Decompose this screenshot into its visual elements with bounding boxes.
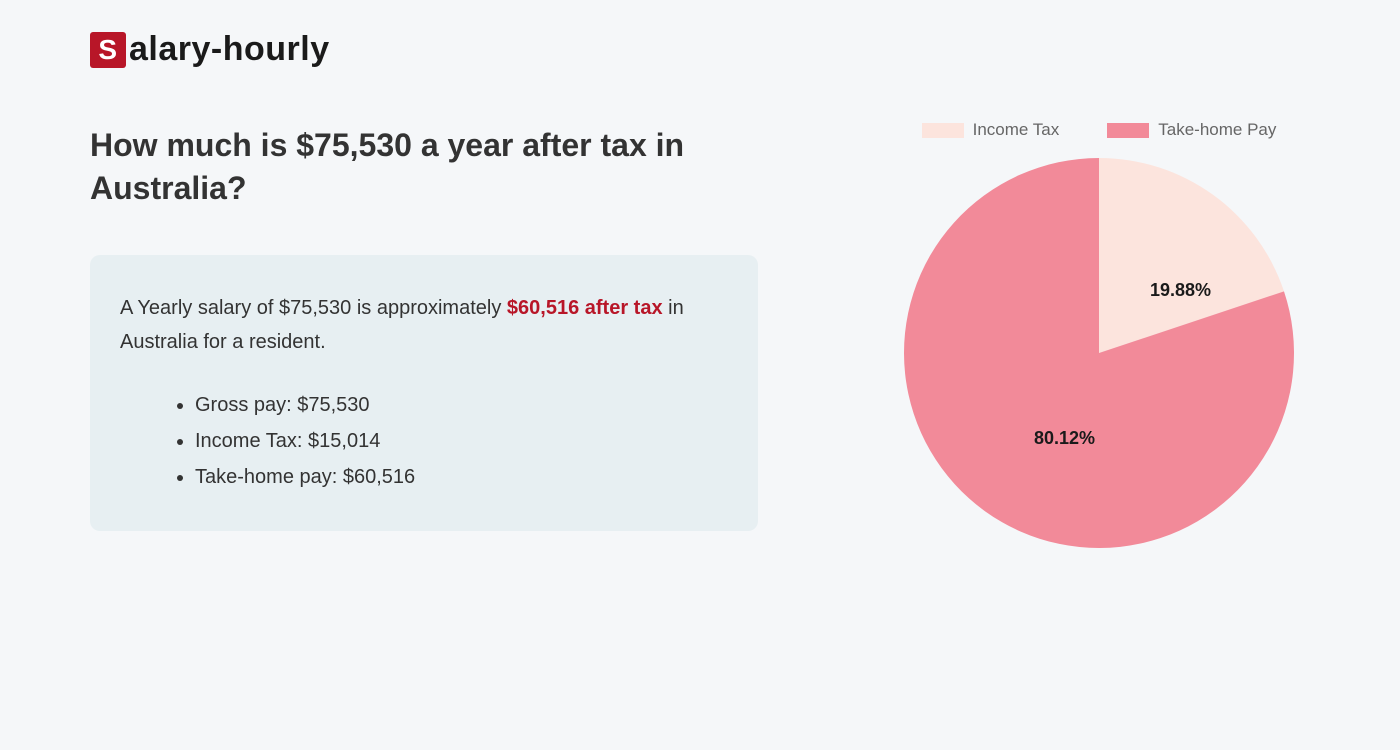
pie-label-takehome: 80.12%	[1034, 428, 1095, 449]
legend-item-tax: Income Tax	[922, 120, 1060, 140]
legend-swatch-takehome	[1107, 123, 1149, 138]
bullet-gross: Gross pay: $75,530	[195, 387, 728, 423]
logo-s-icon: S	[90, 32, 126, 68]
page-container: Salary-hourly How much is $75,530 a year…	[0, 0, 1400, 750]
chart-legend: Income Tax Take-home Pay	[922, 120, 1277, 140]
summary-highlight: $60,516 after tax	[507, 297, 663, 319]
legend-swatch-tax	[922, 123, 964, 138]
pie-label-tax: 19.88%	[1150, 280, 1211, 301]
pie-chart: 19.88% 80.12%	[904, 158, 1294, 548]
summary-box: A Yearly salary of $75,530 is approximat…	[90, 255, 758, 531]
legend-label-tax: Income Tax	[973, 120, 1060, 140]
page-title: How much is $75,530 a year after tax in …	[90, 124, 758, 210]
pie-chart-svg	[904, 158, 1294, 548]
summary-prefix: A Yearly salary of $75,530 is approximat…	[120, 297, 507, 319]
legend-item-takehome: Take-home Pay	[1107, 120, 1276, 140]
left-section: Salary-hourly How much is $75,530 a year…	[0, 30, 798, 750]
legend-label-takehome: Take-home Pay	[1158, 120, 1276, 140]
summary-text: A Yearly salary of $75,530 is approximat…	[120, 291, 728, 359]
logo-text: alary-hourly	[129, 30, 330, 69]
bullet-list: Gross pay: $75,530 Income Tax: $15,014 T…	[120, 387, 728, 495]
right-section: Income Tax Take-home Pay 19.88% 80.12%	[798, 30, 1400, 750]
bullet-takehome: Take-home pay: $60,516	[195, 459, 728, 495]
bullet-tax: Income Tax: $15,014	[195, 423, 728, 459]
logo: Salary-hourly	[90, 30, 758, 69]
